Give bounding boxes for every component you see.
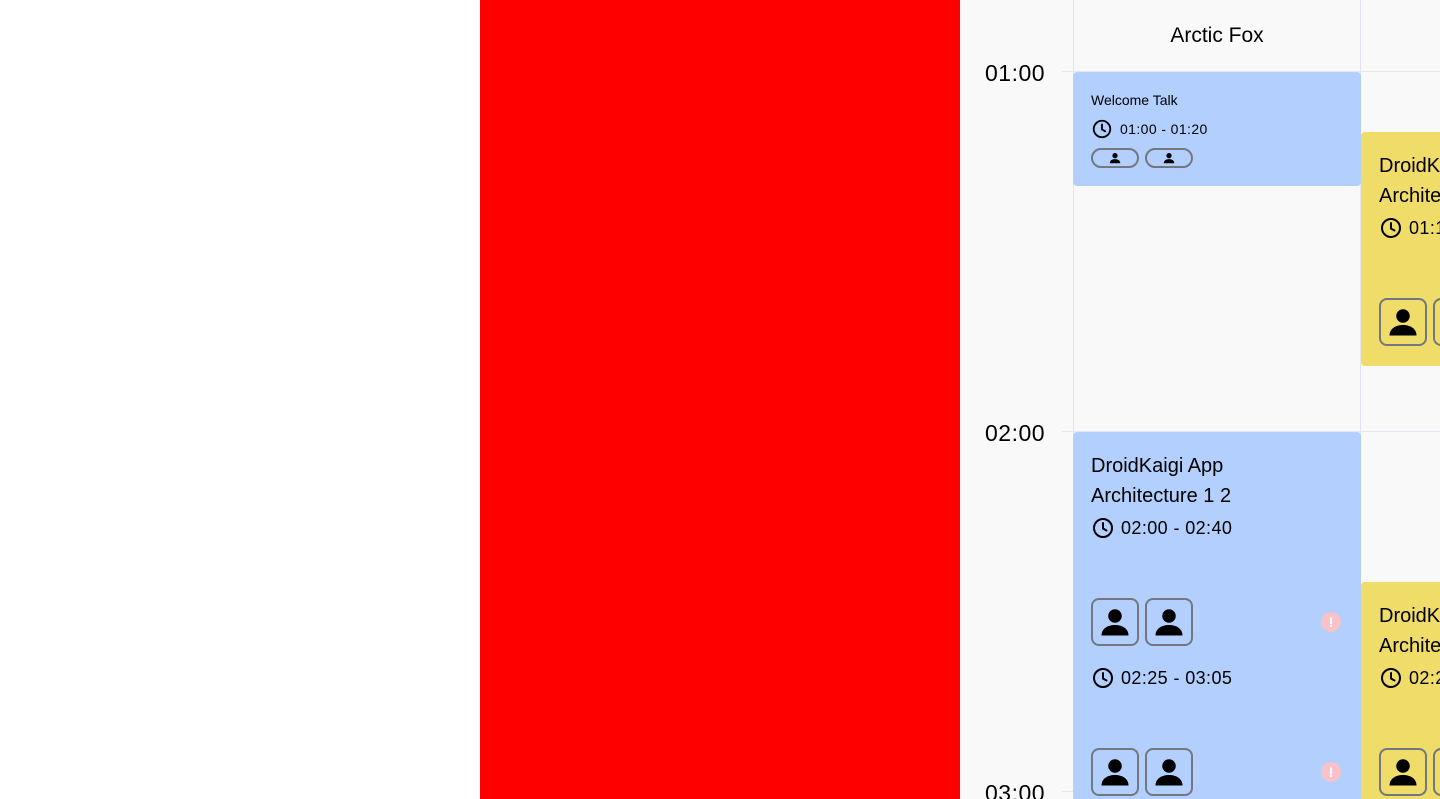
clock-icon bbox=[1092, 119, 1112, 139]
speaker-avatar[interactable] bbox=[1091, 598, 1139, 646]
clock-icon bbox=[1093, 518, 1113, 538]
person-icon bbox=[1101, 609, 1129, 636]
hour-label-0100: 01:00 bbox=[985, 60, 1046, 86]
warning-icon: ! bbox=[1321, 762, 1341, 782]
speaker-avatar[interactable] bbox=[1433, 298, 1440, 346]
timetable[interactable]: Arctic Fox 01:00 02:00 03:00 Welcome Tal… bbox=[960, 0, 1440, 799]
warning-icon: ! bbox=[1321, 612, 1341, 632]
speaker-avatar[interactable] bbox=[1145, 148, 1193, 168]
person-icon bbox=[1155, 759, 1183, 786]
session-card-welcome-talk[interactable]: Welcome Talk 01:00 - 01:20 bbox=[1073, 72, 1361, 186]
room-column-divider bbox=[1073, 0, 1074, 799]
room-column-divider bbox=[1360, 0, 1361, 799]
clock-icon bbox=[1381, 218, 1401, 238]
session-title: Welcome Talk bbox=[1091, 92, 1178, 108]
hour-label-0200: 02:00 bbox=[985, 420, 1046, 446]
speaker-avatar[interactable] bbox=[1379, 298, 1427, 346]
session-time-text: 01:1 bbox=[1409, 217, 1440, 238]
person-icon bbox=[1163, 153, 1175, 164]
session-title-line: DroidK bbox=[1379, 155, 1440, 177]
speaker-avatar[interactable] bbox=[1433, 748, 1440, 796]
person-icon bbox=[1389, 759, 1417, 786]
session-time: 02:2 bbox=[1379, 666, 1440, 690]
session-card-second-room[interactable]: DroidK Archite 01:1 bbox=[1361, 132, 1440, 366]
red-panel bbox=[480, 0, 960, 799]
person-icon bbox=[1101, 759, 1129, 786]
room-header-second bbox=[1361, 0, 1440, 72]
speaker-avatar[interactable] bbox=[1091, 748, 1139, 796]
session-time: 01:00 - 01:20 bbox=[1091, 118, 1208, 140]
clock-icon bbox=[1093, 668, 1113, 688]
session-time: 02:00 - 02:40 bbox=[1091, 516, 1232, 540]
session-time-text: 02:25 - 03:05 bbox=[1121, 667, 1233, 688]
session-title-line: DroidKaigi App bbox=[1091, 455, 1224, 477]
speaker-avatar[interactable] bbox=[1091, 148, 1139, 168]
session-title-line: DroidK bbox=[1379, 605, 1440, 627]
session-title-line: Architecture 1 2 bbox=[1091, 485, 1232, 507]
session-time-text: 02:2 bbox=[1409, 667, 1440, 688]
hour-label-0300: 03:00 bbox=[985, 780, 1046, 799]
clock-icon bbox=[1381, 668, 1401, 688]
session-time-text: 01:00 - 01:20 bbox=[1120, 121, 1208, 137]
session-title: DroidK Archite bbox=[1379, 151, 1440, 211]
session-time-text: 02:00 - 02:40 bbox=[1121, 517, 1233, 538]
session-title: DroidK Archite bbox=[1379, 601, 1440, 661]
person-icon bbox=[1155, 609, 1183, 636]
speaker-avatar[interactable] bbox=[1379, 748, 1427, 796]
session-card-droidkaigi-architecture[interactable]: DroidKaigi App Architecture 1 2 02:00 - … bbox=[1073, 432, 1361, 799]
hour-line bbox=[1062, 431, 1440, 432]
speaker-avatar[interactable] bbox=[1145, 598, 1193, 646]
person-icon bbox=[1389, 309, 1417, 336]
session-time: 01:1 bbox=[1379, 216, 1440, 240]
person-icon bbox=[1109, 153, 1121, 164]
session-time: 02:25 - 03:05 bbox=[1091, 666, 1232, 690]
left-blank-area bbox=[0, 0, 480, 799]
room-header-arctic-fox: Arctic Fox bbox=[1170, 24, 1264, 47]
hour-line bbox=[1062, 71, 1440, 72]
speaker-avatar[interactable] bbox=[1145, 748, 1193, 796]
session-title: DroidKaigi App Architecture 1 2 bbox=[1091, 451, 1231, 511]
session-card-second-room[interactable]: DroidK Archite 02:2 bbox=[1361, 582, 1440, 799]
session-title-line: Archite bbox=[1379, 635, 1440, 657]
session-title-line: Archite bbox=[1379, 185, 1440, 207]
